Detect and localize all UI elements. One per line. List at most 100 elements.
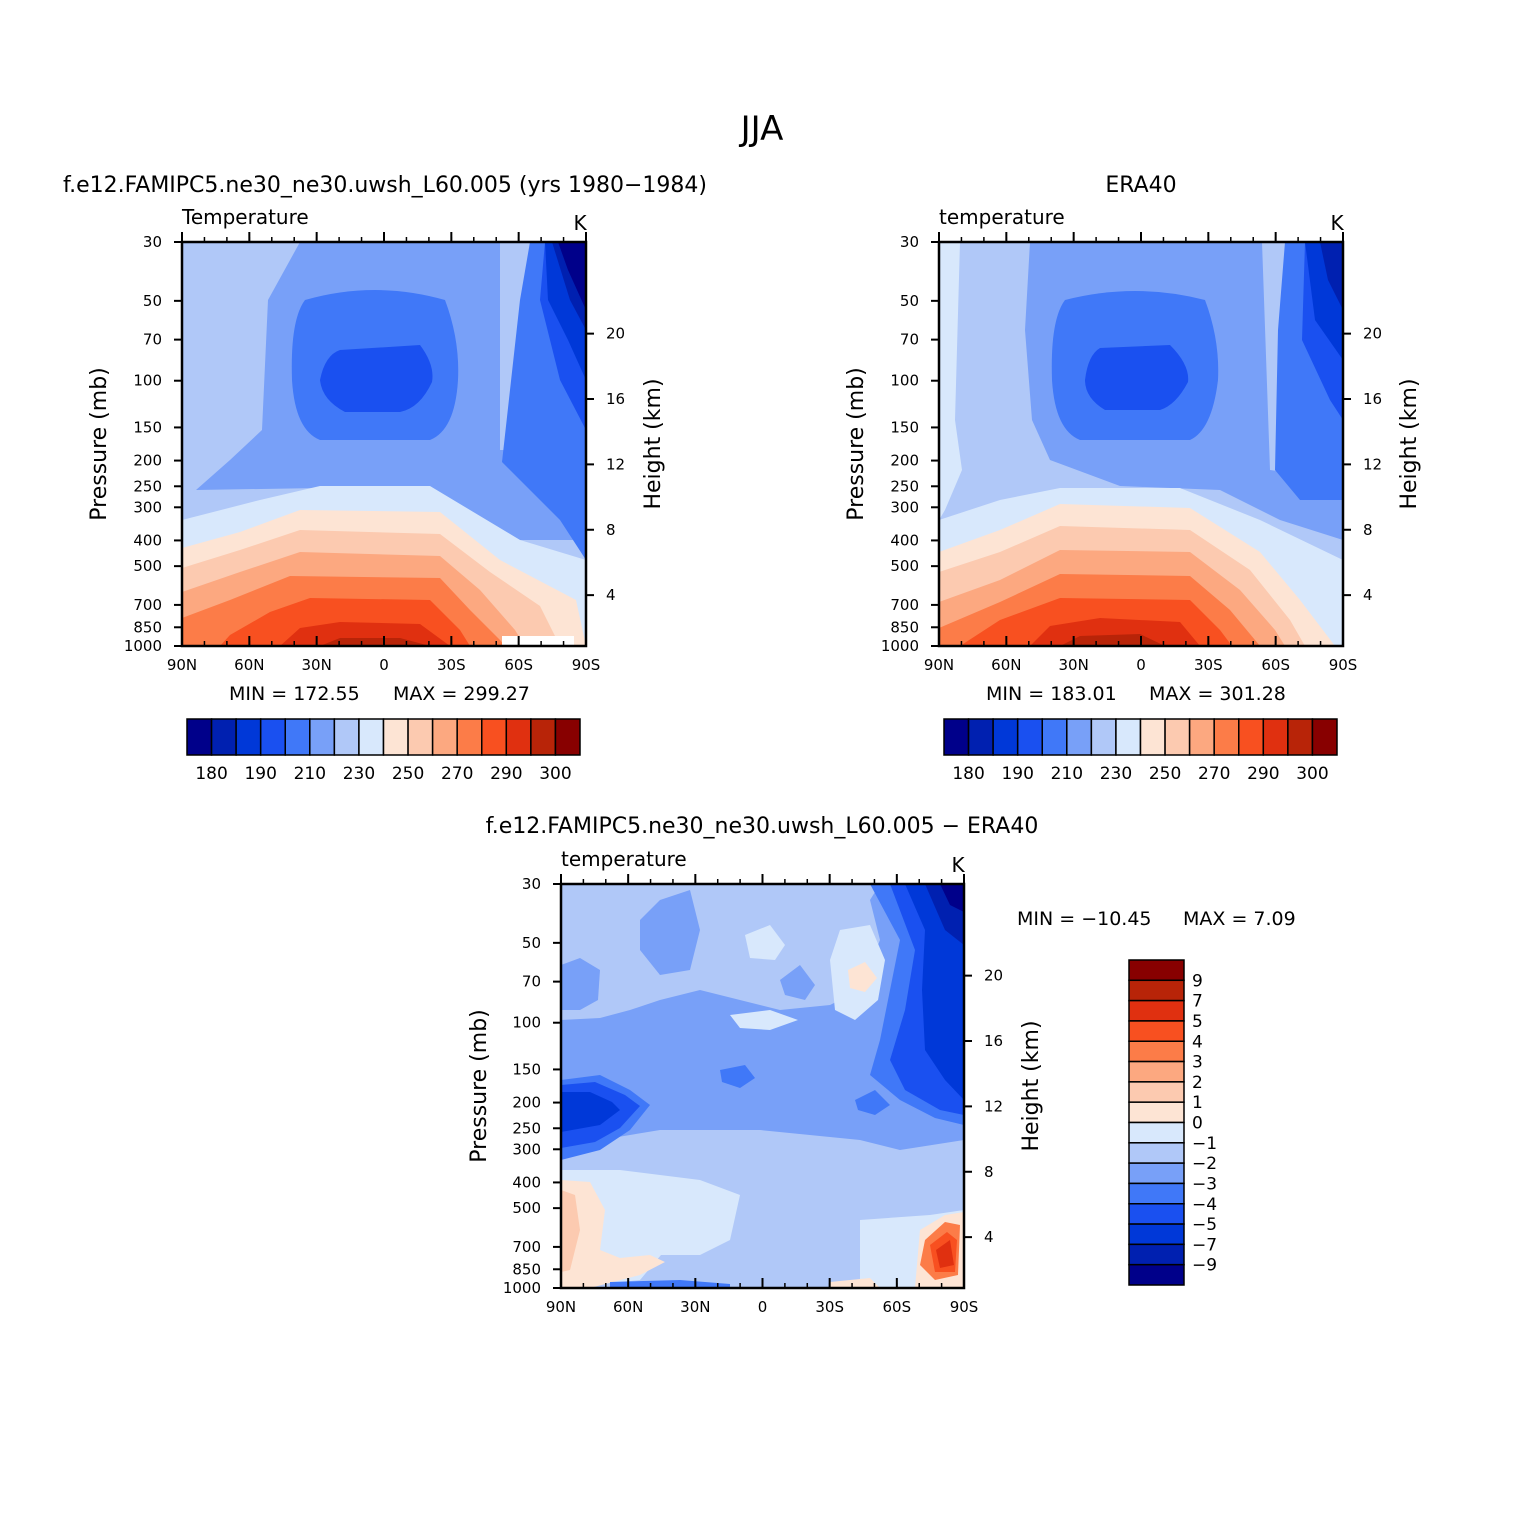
colorbar-label: 180 [195,764,227,784]
x-tick-label: 90S [1329,656,1358,674]
axes: 90N 60N 30N 0 30S 60S 90S 30 50 70 100 150 200 250 300… [881,232,1382,674]
colorbar-swatch [235,718,262,756]
y-axis-right-label: Height (km) [641,378,666,509]
x-tick-label: 90N [546,1298,576,1316]
contour-fill [830,1278,880,1288]
colorbar-swatch [1213,718,1240,756]
colorbar-label: 230 [343,764,375,784]
colorbar-swatch [1238,718,1265,756]
colorbar-swatch [284,718,311,756]
y-tick-label: 30 [900,233,919,251]
y-tick-label: 70 [522,973,541,991]
figure-title: JJA [739,109,784,149]
max-label: MAX = 299.27 [393,683,530,705]
contour-fill [720,1065,755,1088]
colorbar-label: 300 [539,764,571,784]
contour-field [561,884,964,1288]
y-tick-label: 150 [890,418,919,436]
y-tick-label: 700 [133,596,162,614]
x-tick-label: 60N [234,656,264,674]
contour-fill [640,890,700,975]
colorbar-swatch [1128,1142,1185,1164]
height-tick-label: 16 [984,1032,1003,1050]
contour-fill [610,1280,730,1288]
y-tick-label: 250 [133,477,162,495]
colorbar-label: 190 [244,764,276,784]
panel-subtitle: Temperature [181,205,309,229]
height-tick-label: 4 [984,1228,994,1246]
y-tick-label: 200 [133,452,162,470]
colorbar-label: 250 [392,764,424,784]
colorbar-swatch [505,718,532,756]
colorbar-label: −4 [1192,1195,1217,1215]
colorbar-swatch [210,718,237,756]
height-tick-label: 12 [984,1097,1003,1115]
height-tick-label: 12 [1363,455,1382,473]
contour-fill [561,958,600,1010]
axes: 90N 60N 30N 0 30S 60S 90S 30 50 70 100 150 200 250 300… [124,232,625,674]
contour-fill [1060,634,1165,646]
colorbar-swatch [1128,1081,1185,1103]
colorbar-swatch [554,718,581,756]
colorbar-swatch [259,718,286,756]
colorbar-label: 290 [490,764,522,784]
colorbar-label: −9 [1192,1256,1217,1276]
y-tick-label: 300 [133,498,162,516]
panel-diff: f.e12.FAMIPC5.ne30_ne30.uwsh_L60.005 − E… [467,814,1296,1316]
colorbar-swatch [1128,979,1185,1002]
contour-fill [320,638,430,646]
x-tick-label: 0 [1136,656,1146,674]
colorbar-label: 270 [1198,764,1230,784]
colorbar-swatch [382,718,409,756]
x-tick-label: 30N [1059,656,1089,674]
colorbar-swatch [1115,718,1142,756]
colorbar-label: 270 [441,764,473,784]
x-tick-label: 60S [883,1298,912,1316]
y-tick-label: 850 [133,618,162,636]
contour-fill [558,242,586,310]
height-tick-label: 8 [606,521,616,539]
y-tick-label: 200 [512,1094,541,1112]
x-tick-label: 90N [167,656,197,674]
y-tick-label: 300 [890,498,919,516]
colorbar-swatch [333,718,360,756]
contour-fill [561,1180,665,1288]
min-label: MIN = −10.45 [1017,908,1152,930]
y-axis-label: Pressure (mb) [87,367,112,521]
panel-units: K [573,211,587,235]
y-tick-label: 70 [900,331,919,349]
y-tick-label: 100 [512,1014,541,1032]
colorbar-swatch [1128,1223,1185,1246]
colorbar-swatch [1287,718,1314,756]
y-tick-label: 50 [522,934,541,952]
height-tick-label: 16 [1363,390,1382,408]
contour-fill [848,962,877,992]
colorbar-label: 2 [1192,1073,1203,1093]
colorbar-swatch [186,718,213,756]
colorbar-swatch [1128,1060,1185,1083]
y-tick-label: 1000 [881,637,919,655]
panel-header: f.e12.FAMIPC5.ne30_ne30.uwsh_L60.005 (yr… [63,173,707,198]
x-tick-label: 60N [613,1298,643,1316]
y-tick-label: 30 [522,875,541,893]
colorbar-label: 9 [1192,971,1203,991]
colorbar-label: 4 [1192,1032,1203,1052]
y-tick-label: 150 [512,1060,541,1078]
height-tick-label: 16 [606,390,625,408]
colorbar-label: 5 [1192,1012,1203,1032]
y-tick-label: 400 [512,1173,541,1191]
contour-fill [745,925,785,960]
x-tick-label: 60S [1261,656,1290,674]
contour-fill [320,345,433,412]
colorbar-swatch [1128,1121,1185,1144]
colorbar: 180 190 210 230 250 270 290 300 [943,718,1338,784]
contour-field [182,242,586,646]
missing-data [502,636,574,646]
panel-units: K [1330,211,1344,235]
contour-fill [855,1090,890,1115]
panel-model: f.e12.FAMIPC5.ne30_ne30.uwsh_L60.005 (yr… [63,173,707,784]
panel-units: K [951,853,965,877]
colorbar-swatch [481,718,508,756]
y-tick-label: 850 [512,1260,541,1278]
y-tick-label: 500 [890,557,919,575]
